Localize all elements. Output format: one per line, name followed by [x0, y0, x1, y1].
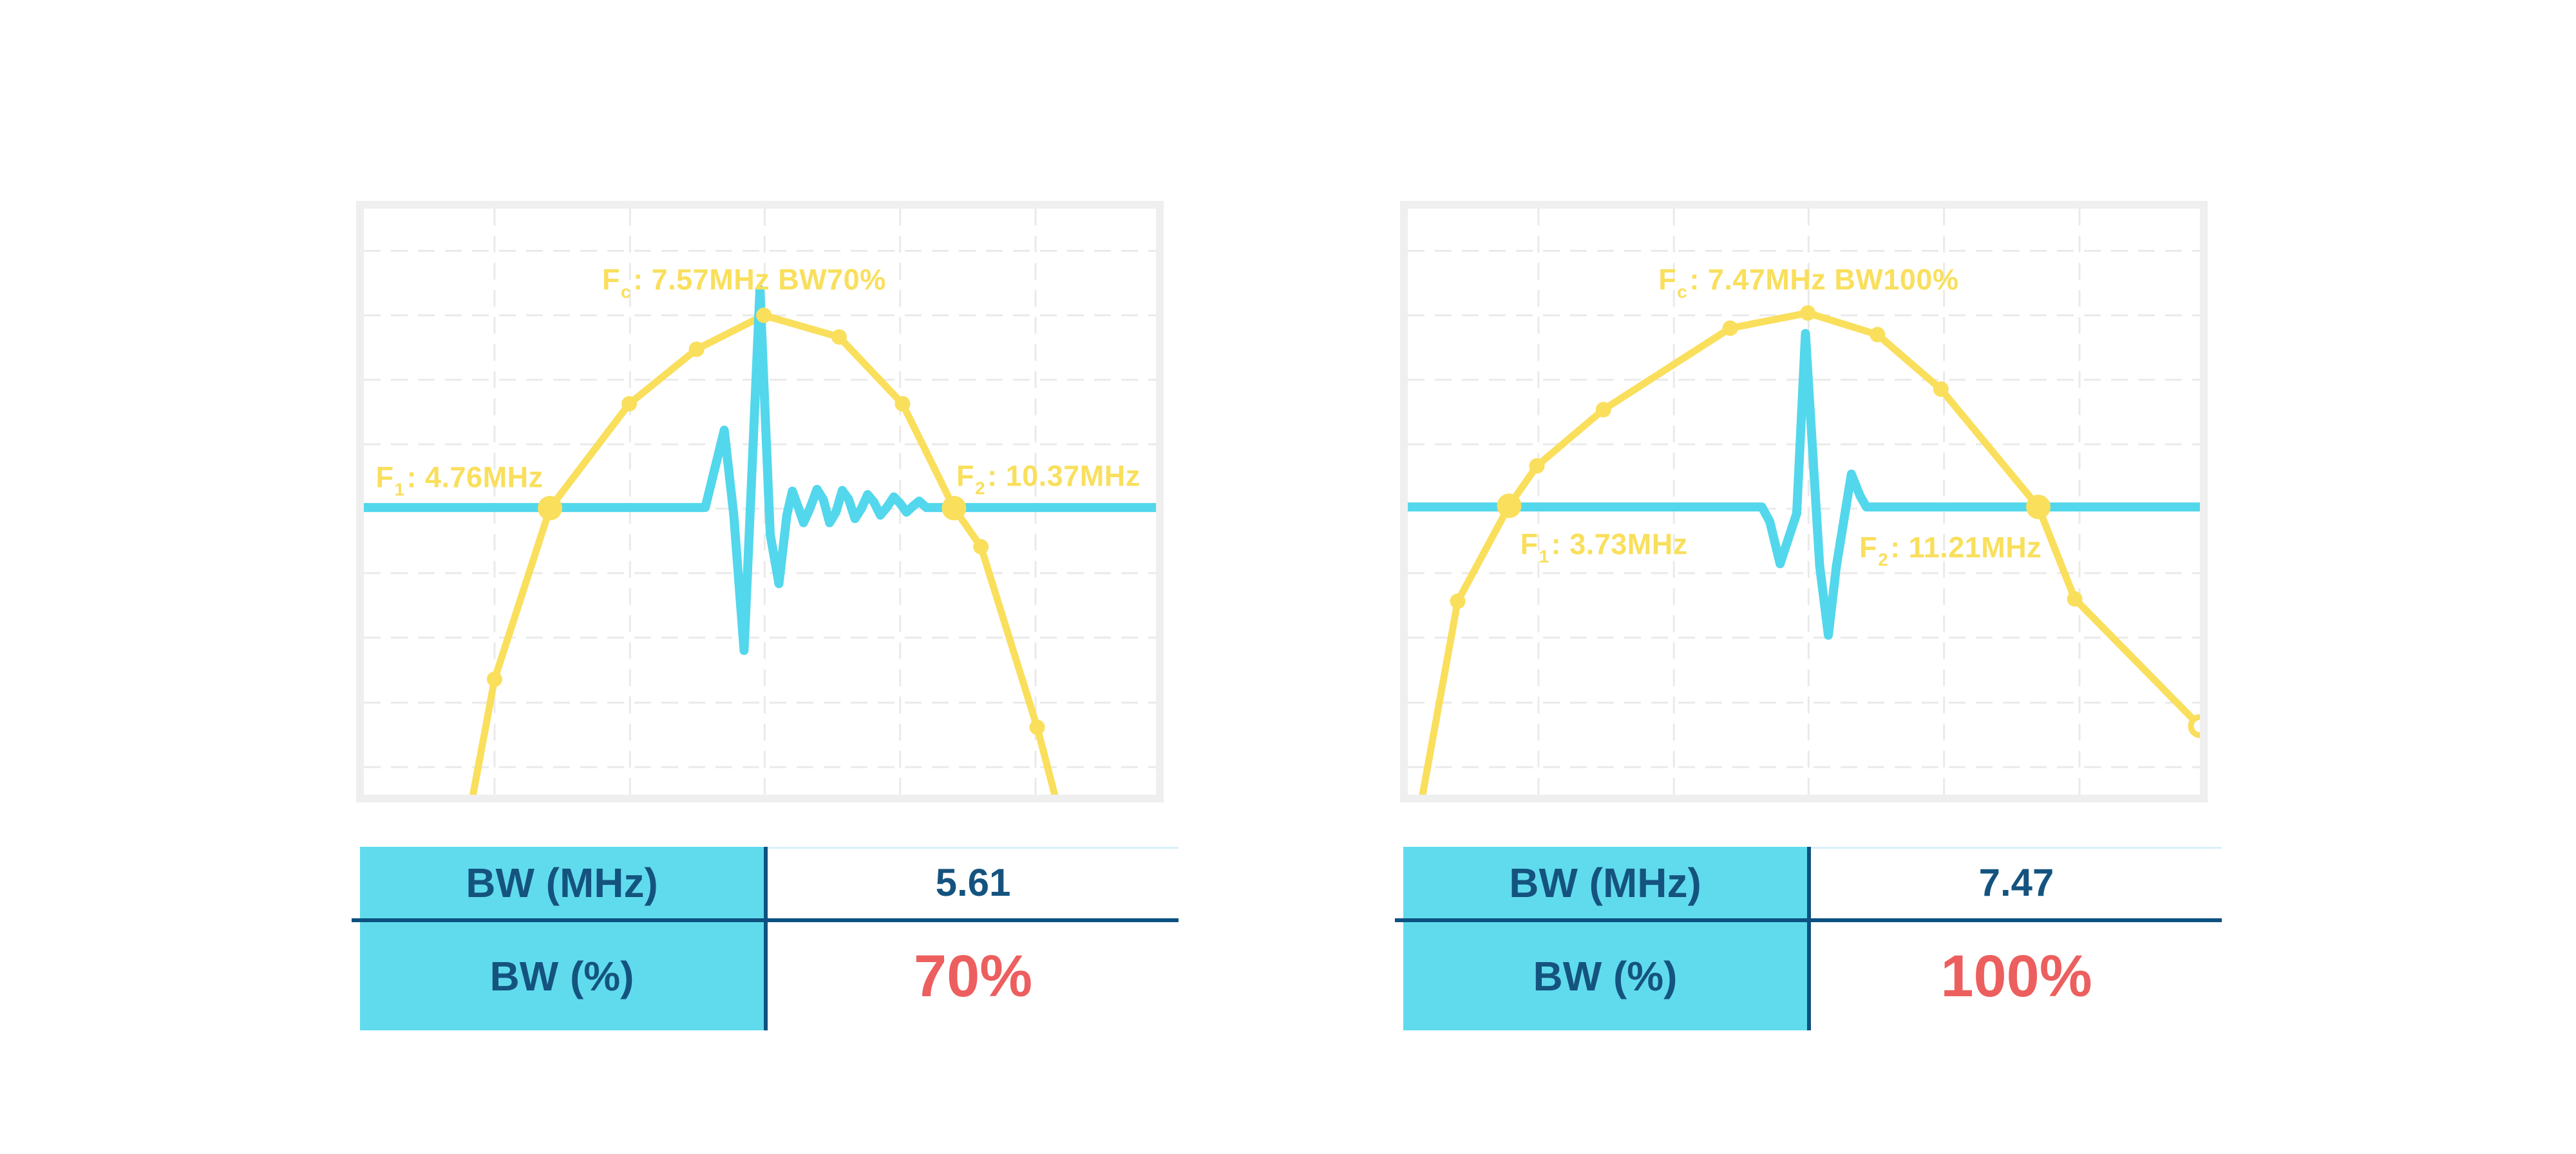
- bw-percent-label: BW (%): [489, 953, 634, 999]
- data-point-marker: [895, 396, 911, 412]
- chart-canvas: [364, 209, 1156, 795]
- chart-plot-area: Fc: 7.57MHz BW70% F1: 4.76MHz F2: 10.37MHz: [364, 209, 1156, 795]
- crossing-point-marker: [1497, 493, 1522, 518]
- crossing-point-marker: [538, 495, 563, 521]
- value-column-top-border: [1811, 847, 2222, 849]
- data-point-marker: [1722, 320, 1738, 336]
- spectrum-curve: [1419, 309, 2200, 795]
- data-point-marker: [2067, 591, 2083, 607]
- spectrum-markers: [1450, 305, 2200, 739]
- pulse-waveform: [1408, 328, 2200, 640]
- bw-mhz-value: 5.61: [935, 860, 1011, 904]
- data-point-marker: [1870, 326, 1886, 343]
- data-point-marker: [621, 396, 638, 412]
- bw-percent-label: BW (%): [1533, 953, 1678, 999]
- bandwidth-summary-table-left: BW (MHz) BW (%) 5.61 70%: [352, 847, 1179, 1030]
- bw-mhz-value: 7.47: [1978, 860, 2054, 904]
- bandwidth-summary-table-right: BW (MHz) BW (%) 7.47 100%: [1395, 847, 2222, 1030]
- pulse-spectrum-chart-bw100: Fc: 7.47MHz BW100% F1: 3.73MHz F2: 11.21MH…: [1400, 201, 2208, 802]
- f1-frequency-label: F1: 3.73MHz: [1520, 527, 1688, 567]
- table-header-column: [360, 847, 764, 1030]
- data-point-marker: [688, 341, 705, 357]
- table-header-column: [1403, 847, 1807, 1030]
- fc-frequency-label: Fc: 7.47MHz BW100%: [1658, 263, 1959, 302]
- crossing-point-marker: [2026, 495, 2051, 520]
- chart-canvas: [1408, 209, 2200, 795]
- spectrum-markers: [486, 307, 1045, 735]
- f2-frequency-label: F2: 11.21MHz: [1859, 531, 2042, 570]
- grid-lines: [364, 209, 1156, 795]
- spectrum-curve: [469, 312, 1059, 795]
- table-column-divider: [764, 847, 768, 1030]
- chart-plot-area: Fc: 7.47MHz BW100% F1: 3.73MHz F2: 11.21MH…: [1408, 209, 2200, 795]
- data-point-marker: [1933, 381, 1949, 397]
- data-point-marker: [756, 307, 772, 323]
- data-point-marker: [1029, 719, 1045, 735]
- pulse-spectrum-chart-bw70: Fc: 7.57MHz BW70% F1: 4.76MHz F2: 10.37MHz: [356, 201, 1164, 802]
- data-point-marker: [1595, 402, 1611, 418]
- grid-lines: [1408, 209, 2200, 795]
- data-point-marker: [831, 329, 847, 345]
- bw-mhz-label: BW (MHz): [1509, 859, 1701, 906]
- edge-ring-marker: [2188, 714, 2200, 739]
- data-point-marker: [1800, 305, 1816, 321]
- fc-frequency-label: Fc: 7.57MHz BW70%: [602, 263, 886, 302]
- bw-mhz-label: BW (MHz): [466, 859, 658, 906]
- crossing-point-marker: [942, 495, 967, 521]
- bw-percent-value: 100%: [1940, 943, 2092, 1009]
- f2-frequency-label: F2: 10.37MHz: [956, 459, 1141, 498]
- data-point-marker: [1529, 458, 1545, 474]
- data-point-marker: [1450, 593, 1466, 609]
- bw-percent-value: 70%: [913, 943, 1033, 1009]
- pulse-waveform: [364, 285, 1156, 656]
- table-column-divider: [1807, 847, 1811, 1030]
- data-point-marker: [973, 539, 989, 555]
- value-column-top-border: [768, 847, 1179, 849]
- data-point-marker: [486, 671, 502, 687]
- f1-frequency-label: F1: 4.76MHz: [375, 460, 544, 500]
